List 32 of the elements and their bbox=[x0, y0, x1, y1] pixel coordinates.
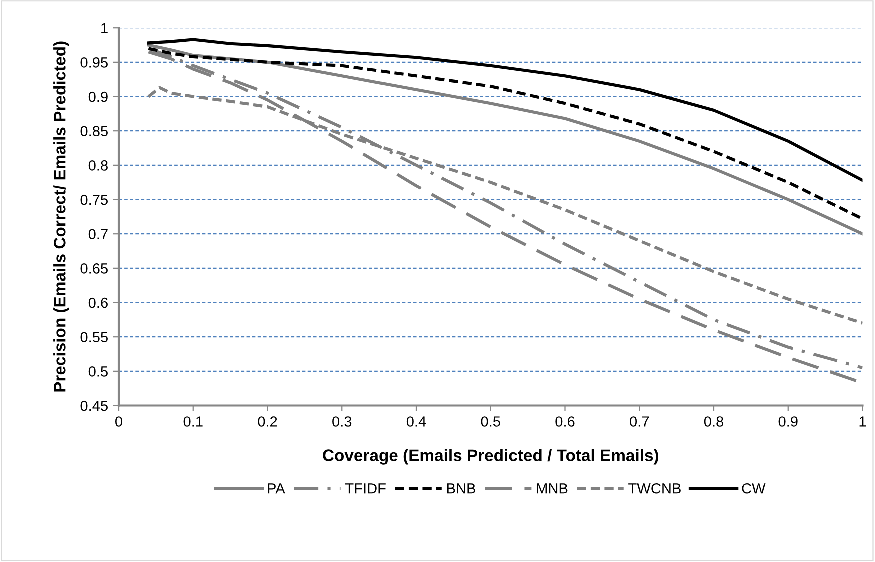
x-tick-label: 0.3 bbox=[332, 416, 352, 427]
x-tick-label: 0.4 bbox=[406, 416, 426, 427]
y-tick-label: 0.75 bbox=[80, 194, 108, 206]
x-tick-label: 0.7 bbox=[630, 416, 650, 427]
legend-label: TWCNB bbox=[628, 483, 681, 494]
y-tick-label: 1 bbox=[102, 23, 108, 34]
y-tick-label: 0.95 bbox=[80, 58, 108, 68]
y-tick-label: 0.5 bbox=[88, 366, 108, 377]
line-series bbox=[147, 38, 863, 182]
y-tick-label: 0.65 bbox=[80, 264, 108, 274]
x-tick-label: 1 bbox=[860, 416, 866, 427]
y-tick-label: 0.8 bbox=[88, 160, 108, 171]
legend-label: MNB bbox=[537, 484, 568, 494]
x-axis-title: Coverage (Emails Predicted / Total Emails) bbox=[323, 449, 658, 465]
x-tick-label: 0.1 bbox=[184, 416, 203, 427]
legend-label: BNB bbox=[447, 484, 476, 494]
x-tick-label: 0.2 bbox=[258, 416, 278, 427]
x-tick-label: 0.5 bbox=[481, 416, 500, 427]
y-tick-label: 0.6 bbox=[88, 298, 108, 308]
y-axis-title: Precision (Emails Correct/ Emails Predicted) bbox=[54, 42, 70, 392]
y-tick-label: 0.45 bbox=[80, 400, 108, 412]
x-tick-label: 0 bbox=[116, 416, 122, 427]
y-tick-label: 0.7 bbox=[88, 229, 108, 240]
x-tick-label: 0.6 bbox=[556, 416, 575, 427]
y-tick-label: 0.55 bbox=[80, 332, 108, 343]
y-tick-label: 0.85 bbox=[80, 126, 108, 137]
legend-label: PA bbox=[268, 484, 286, 494]
x-tick-label: 0.9 bbox=[778, 416, 798, 427]
y-tick-label: 0.9 bbox=[88, 92, 108, 102]
legend-label: CW bbox=[742, 483, 766, 494]
legend-label: TFIDF bbox=[345, 484, 386, 494]
x-tick-label: 0.8 bbox=[704, 416, 724, 427]
